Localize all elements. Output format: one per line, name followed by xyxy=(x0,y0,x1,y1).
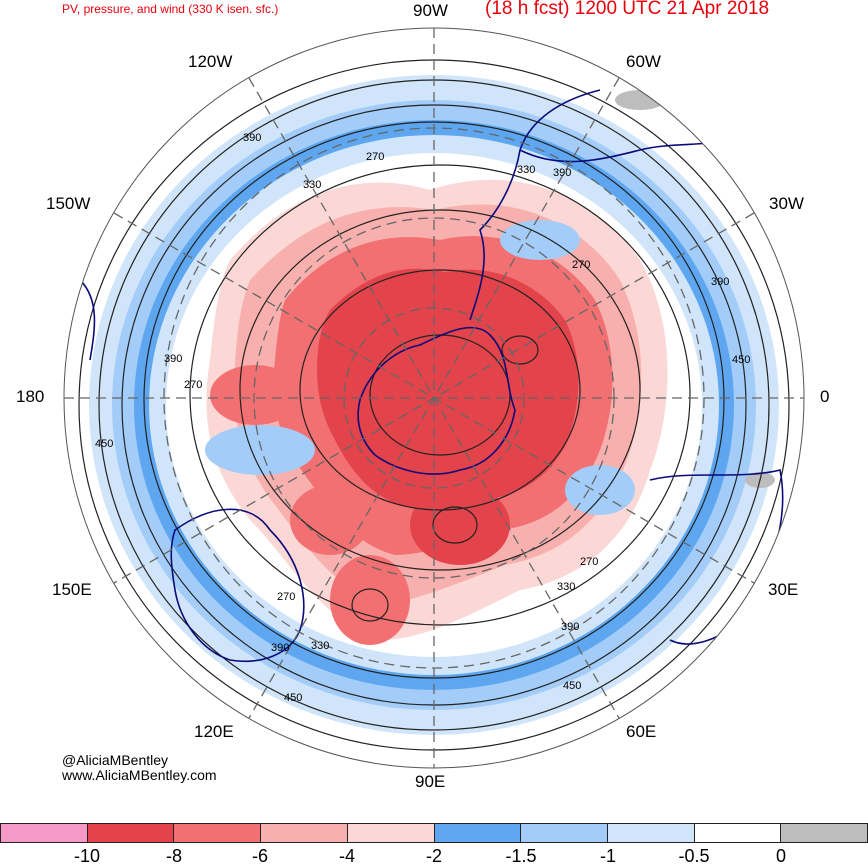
contour-label: 270 xyxy=(366,151,384,163)
lon-label-150w: 150W xyxy=(46,194,91,213)
contour-label: 330 xyxy=(557,581,575,593)
contour-label: 270 xyxy=(572,259,590,271)
colorbar-swatch xyxy=(174,823,262,843)
colorbar-swatch xyxy=(261,823,348,843)
contour-label: 330 xyxy=(311,640,329,652)
colorbar-tick: -1.5 xyxy=(505,846,537,866)
map-subtitle: PV, pressure, and wind (330 K isen. sfc.… xyxy=(62,2,279,16)
colorbar-swatch xyxy=(87,823,175,843)
lon-label-120e: 120E xyxy=(194,722,234,741)
colorbar-swatch xyxy=(521,823,608,843)
colorbar-tick: -2 xyxy=(425,846,443,866)
colorbar-swatch xyxy=(434,823,522,843)
contour-label: 450 xyxy=(284,692,302,704)
lon-label-30e: 30E xyxy=(768,580,799,599)
lon-label-180: 180 xyxy=(16,387,45,406)
lon-label-120w: 120W xyxy=(188,52,233,71)
colorbar-tick: -4 xyxy=(338,846,356,866)
lon-label-90w: 90W xyxy=(413,1,448,20)
credit-website: www.AliciaMBentley.com xyxy=(62,767,217,783)
colorbar-swatch xyxy=(694,823,782,843)
contour-label: 330 xyxy=(303,179,321,191)
colorbar-tick: -6 xyxy=(251,846,269,866)
lon-label-90e: 90E xyxy=(415,772,446,791)
colorbar-swatch xyxy=(0,823,88,843)
contour-label: 450 xyxy=(563,680,581,692)
colorbar xyxy=(0,823,868,843)
contour-label: 390 xyxy=(164,353,182,365)
colorbar-tick: -0.5 xyxy=(678,846,710,866)
contour-label: 390 xyxy=(711,276,729,288)
contour-label: 390 xyxy=(271,642,289,654)
contour-label: 330 xyxy=(517,164,535,176)
contour-label: 450 xyxy=(95,438,113,450)
contour-label: 390 xyxy=(561,621,579,633)
lon-label-30w: 30W xyxy=(769,194,804,213)
contour-label: 450 xyxy=(732,354,750,366)
colorbar-swatch xyxy=(607,823,695,843)
colorbar-swatch xyxy=(347,823,435,843)
colorbar-tick: -1 xyxy=(599,846,617,866)
graticule xyxy=(64,28,804,768)
lon-label-60e: 60E xyxy=(626,722,657,741)
credit-twitter: @AliciaMBentley xyxy=(62,752,169,768)
contour-label: 390 xyxy=(553,167,571,179)
contour-label: 270 xyxy=(277,591,295,603)
colorbar-swatch xyxy=(781,823,868,843)
lon-label-150e: 150E xyxy=(52,580,92,599)
colorbar-tick: 0 xyxy=(775,846,787,866)
map-title: (18 h fcst) 1200 UTC 21 Apr 2018 xyxy=(485,0,770,19)
contour-labels: 390 270 330 330 390 270 390 450 390 270 … xyxy=(95,132,750,704)
lon-label-0: 0 xyxy=(820,387,830,406)
colorbar-tick: -8 xyxy=(165,846,183,866)
contour-label: 390 xyxy=(243,132,261,144)
contour-label: 270 xyxy=(580,556,598,568)
lon-label-60w: 60W xyxy=(626,52,661,71)
contour-label: 270 xyxy=(184,379,202,391)
colorbar-tick: -10 xyxy=(73,846,101,866)
